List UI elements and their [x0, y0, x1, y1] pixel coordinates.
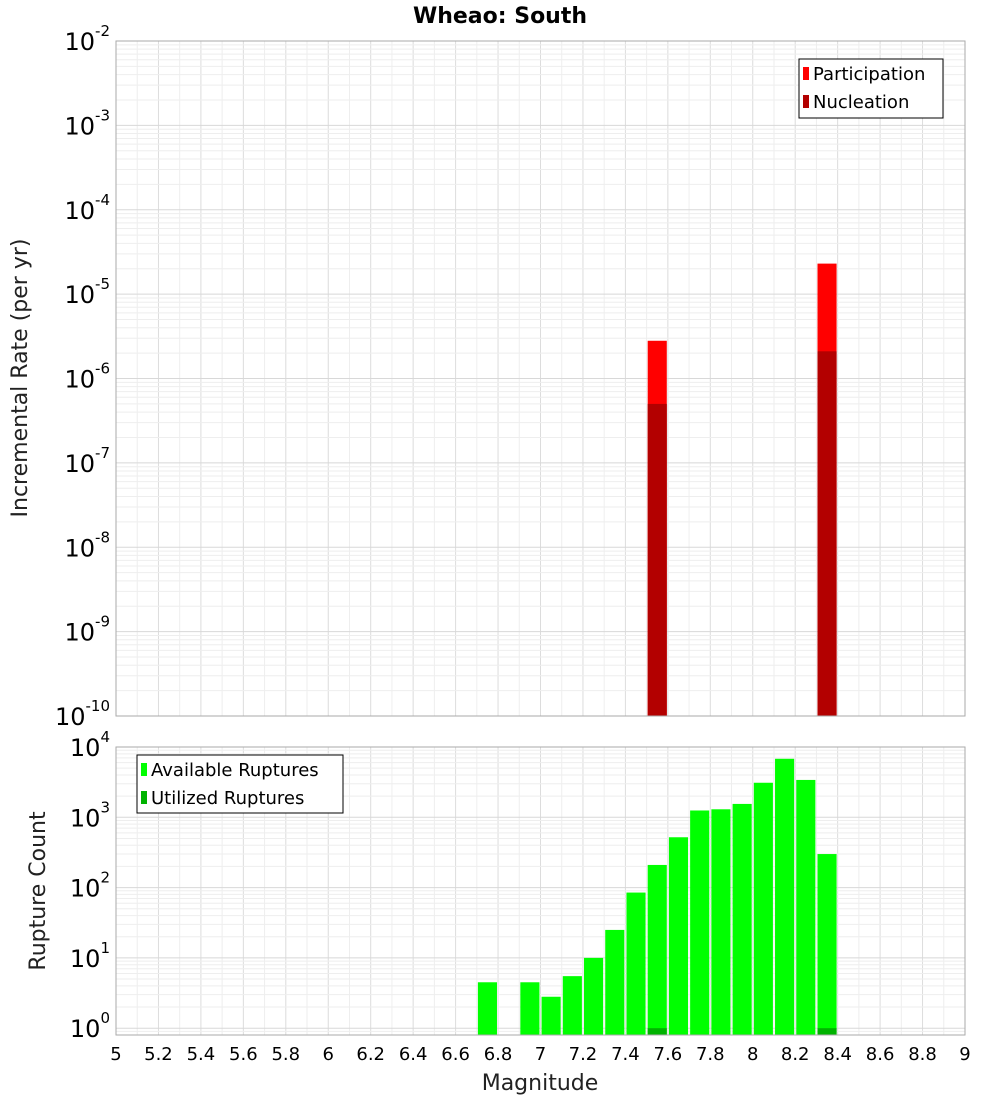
bottom-bar-a [477, 982, 497, 1035]
legend-swatch-available [141, 763, 147, 776]
top-y-ticks: 10-10 10-9 10-8 10-7 10-6 10-5 10-4 10-3 10-2 [55, 22, 110, 731]
bottom-bar-a [690, 810, 710, 1035]
top-y-tick-label: 10-8 [64, 528, 110, 562]
bottom-legend-frame [136, 754, 344, 814]
top-y-tick-label: 10-7 [64, 444, 110, 478]
x-tick-label: 5.8 [271, 1044, 300, 1065]
x-axis-label: Magnitude [482, 1071, 599, 1096]
x-tick-label: 8.2 [781, 1044, 810, 1065]
top-bars [647, 263, 837, 716]
bottom-y-tick-label: 104 [70, 728, 110, 762]
bottom-y-tick-label: 102 [70, 869, 110, 903]
x-ticks: 5 5.2 5.4 5.6 5.8 6 6.2 6.4 6.6 6.8 7 7.2 7.4 7.6 7.8 8… [110, 1044, 970, 1065]
bottom-bar-a [626, 892, 646, 1035]
bottom-y-tick-label: 100 [70, 1009, 110, 1043]
bottom-bar-a [817, 854, 837, 1035]
top-plot-frame [115, 40, 966, 717]
bottom-plot-frame [115, 746, 966, 1036]
top-y-tick-label: 10-2 [64, 22, 110, 56]
x-tick-label: 5.4 [187, 1044, 216, 1065]
top-y-tick-label: 10-3 [64, 106, 110, 140]
top-y-tick-label: 10-9 [64, 613, 110, 647]
top-plot: 10-10 10-9 10-8 10-7 10-6 10-5 10-4 10-3 10-2 In… [8, 22, 966, 731]
bottom-y-axis-label: Rupture Count [26, 811, 51, 971]
legend-label-nucleation: Nucleation [813, 92, 909, 113]
top-y-tick-label: 10-6 [64, 360, 110, 394]
legend-swatch-participation [803, 67, 809, 80]
legend-label-utilized: Utilized Ruptures [151, 788, 304, 809]
bottom-bar-a [647, 864, 667, 1035]
top-bar-b [647, 403, 667, 716]
bottom-y-ticks: 100 101 102 103 104 [70, 728, 110, 1043]
x-tick-label: 6.2 [356, 1044, 385, 1065]
bottom-bar-a [520, 982, 540, 1035]
top-y-axis-label: Incremental Rate (per yr) [8, 239, 33, 518]
bottom-y-tick-label: 101 [70, 939, 110, 973]
x-tick-label: 5.6 [229, 1044, 258, 1065]
x-tick-label: 7 [535, 1044, 546, 1065]
top-y-tick-label: 10-4 [64, 191, 110, 225]
bottom-plot: 100 101 102 103 104 5 5.2 5.4 5.6 5.8 6 6.2 6.4 6.6 6… [26, 728, 971, 1096]
bottom-bar-a [711, 809, 731, 1035]
x-tick-label: 5.2 [144, 1044, 173, 1065]
x-tick-label: 9 [959, 1044, 970, 1065]
bottom-bar-a [541, 996, 561, 1035]
bottom-bar-a [668, 837, 689, 1035]
x-tick-label: 7.4 [611, 1044, 640, 1065]
x-tick-label: 8.6 [866, 1044, 895, 1065]
top-grid [116, 40, 965, 717]
legend-swatch-nucleation [803, 95, 809, 108]
top-bar-b [817, 351, 837, 716]
bottom-bars [477, 758, 837, 1035]
top-y-tick-label: 10-5 [64, 275, 110, 309]
bottom-bar-a [775, 758, 795, 1035]
bottom-y-tick-label: 103 [70, 798, 110, 832]
x-tick-label: 7.8 [696, 1044, 725, 1065]
bottom-bar-b [647, 1028, 667, 1035]
legend-swatch-utilized [141, 791, 147, 804]
x-tick-label: 5 [110, 1044, 121, 1065]
bottom-bar-a [584, 957, 604, 1035]
chart-title: Wheao: South [413, 4, 587, 29]
legend-label-participation: Participation [813, 64, 925, 85]
top-y-tick-label: 10-10 [55, 697, 110, 731]
bottom-bar-b [817, 1028, 837, 1035]
x-tick-label: 6 [323, 1044, 334, 1065]
bottom-legend: Available Ruptures Utilized Ruptures [136, 754, 344, 814]
top-legend: Participation Nucleation [798, 58, 944, 119]
x-tick-label: 7.2 [569, 1044, 598, 1065]
x-tick-label: 6.6 [441, 1044, 470, 1065]
bottom-bar-a [753, 782, 773, 1035]
bottom-bar-a [562, 976, 582, 1035]
top-legend-frame [798, 58, 944, 119]
bottom-bar-a [732, 803, 752, 1035]
x-tick-label: 6.8 [484, 1044, 513, 1065]
x-tick-label: 8.8 [908, 1044, 937, 1065]
x-tick-label: 6.4 [399, 1044, 428, 1065]
bottom-bar-a [796, 779, 816, 1035]
x-tick-label: 7.6 [654, 1044, 683, 1065]
legend-label-available: Available Ruptures [151, 760, 319, 781]
x-tick-label: 8 [747, 1044, 758, 1065]
bottom-bar-a [605, 929, 625, 1035]
x-tick-label: 8.4 [823, 1044, 852, 1065]
